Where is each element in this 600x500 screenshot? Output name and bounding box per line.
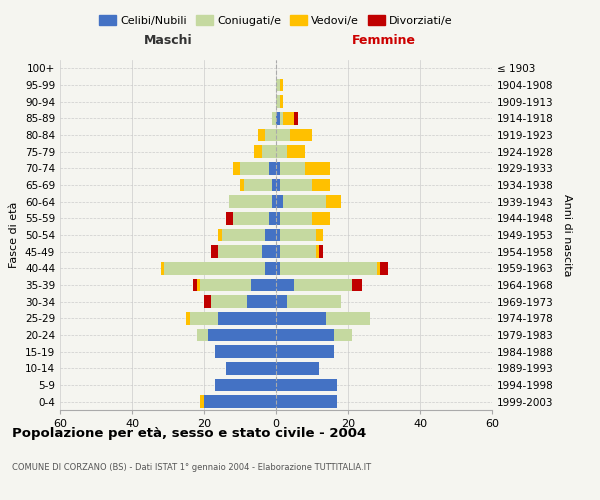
- Bar: [294, 112, 298, 124]
- Bar: [280, 112, 283, 124]
- Bar: [272, 179, 276, 192]
- Bar: [258, 129, 265, 141]
- Bar: [319, 246, 323, 258]
- Bar: [280, 262, 377, 274]
- Bar: [377, 262, 380, 274]
- Bar: [316, 246, 319, 258]
- Y-axis label: Anni di nascita: Anni di nascita: [562, 194, 572, 276]
- Bar: [254, 146, 262, 158]
- Bar: [215, 346, 276, 358]
- Bar: [276, 379, 337, 391]
- Bar: [262, 146, 276, 158]
- Text: Popolazione per età, sesso e stato civile - 2004: Popolazione per età, sesso e stato civil…: [12, 428, 366, 440]
- Bar: [164, 262, 265, 274]
- Bar: [283, 196, 326, 208]
- Bar: [200, 396, 204, 408]
- Bar: [276, 112, 280, 124]
- Bar: [276, 196, 283, 208]
- Bar: [204, 396, 276, 408]
- Bar: [229, 196, 272, 208]
- Bar: [352, 279, 362, 291]
- Bar: [312, 212, 330, 224]
- Bar: [276, 179, 280, 192]
- Text: COMUNE DI CORZANO (BS) - Dati ISTAT 1° gennaio 2004 - Elaborazione TUTTITALIA.IT: COMUNE DI CORZANO (BS) - Dati ISTAT 1° g…: [12, 462, 371, 471]
- Bar: [276, 346, 334, 358]
- Bar: [287, 296, 341, 308]
- Bar: [283, 112, 294, 124]
- Bar: [200, 279, 251, 291]
- Bar: [208, 329, 276, 341]
- Bar: [226, 212, 233, 224]
- Bar: [305, 162, 330, 174]
- Bar: [222, 229, 265, 241]
- Bar: [269, 162, 276, 174]
- Bar: [280, 79, 283, 92]
- Text: Femmine: Femmine: [352, 34, 416, 46]
- Bar: [161, 262, 164, 274]
- Bar: [326, 196, 341, 208]
- Bar: [262, 246, 276, 258]
- Bar: [265, 229, 276, 241]
- Bar: [276, 262, 280, 274]
- Bar: [197, 279, 200, 291]
- Bar: [280, 246, 316, 258]
- Bar: [280, 96, 283, 108]
- Bar: [280, 179, 312, 192]
- Bar: [280, 162, 305, 174]
- Bar: [276, 362, 319, 374]
- Bar: [334, 329, 352, 341]
- Bar: [276, 329, 334, 341]
- Bar: [276, 96, 280, 108]
- Text: Maschi: Maschi: [143, 34, 193, 46]
- Bar: [276, 279, 294, 291]
- Bar: [380, 262, 388, 274]
- Bar: [280, 229, 316, 241]
- Bar: [276, 79, 280, 92]
- Bar: [272, 196, 276, 208]
- Bar: [265, 262, 276, 274]
- Bar: [276, 212, 280, 224]
- Bar: [240, 179, 244, 192]
- Bar: [276, 296, 287, 308]
- Bar: [247, 296, 276, 308]
- Bar: [193, 279, 197, 291]
- Bar: [312, 179, 330, 192]
- Bar: [218, 246, 262, 258]
- Bar: [204, 296, 211, 308]
- Bar: [218, 229, 222, 241]
- Bar: [211, 296, 247, 308]
- Bar: [218, 312, 276, 324]
- Bar: [226, 362, 276, 374]
- Bar: [294, 279, 352, 291]
- Bar: [276, 396, 337, 408]
- Bar: [287, 146, 305, 158]
- Bar: [276, 146, 287, 158]
- Bar: [276, 129, 290, 141]
- Bar: [190, 312, 218, 324]
- Bar: [251, 279, 276, 291]
- Y-axis label: Fasce di età: Fasce di età: [10, 202, 19, 268]
- Bar: [326, 312, 370, 324]
- Bar: [265, 129, 276, 141]
- Bar: [233, 162, 240, 174]
- Bar: [276, 246, 280, 258]
- Bar: [276, 162, 280, 174]
- Bar: [233, 212, 269, 224]
- Bar: [215, 379, 276, 391]
- Bar: [211, 246, 218, 258]
- Bar: [244, 179, 272, 192]
- Bar: [269, 212, 276, 224]
- Bar: [186, 312, 190, 324]
- Bar: [276, 229, 280, 241]
- Bar: [290, 129, 312, 141]
- Legend: Celibi/Nubili, Coniugati/e, Vedovi/e, Divorziati/e: Celibi/Nubili, Coniugati/e, Vedovi/e, Di…: [95, 10, 457, 30]
- Bar: [240, 162, 269, 174]
- Bar: [280, 212, 312, 224]
- Bar: [197, 329, 208, 341]
- Bar: [316, 229, 323, 241]
- Bar: [272, 112, 276, 124]
- Bar: [276, 312, 326, 324]
